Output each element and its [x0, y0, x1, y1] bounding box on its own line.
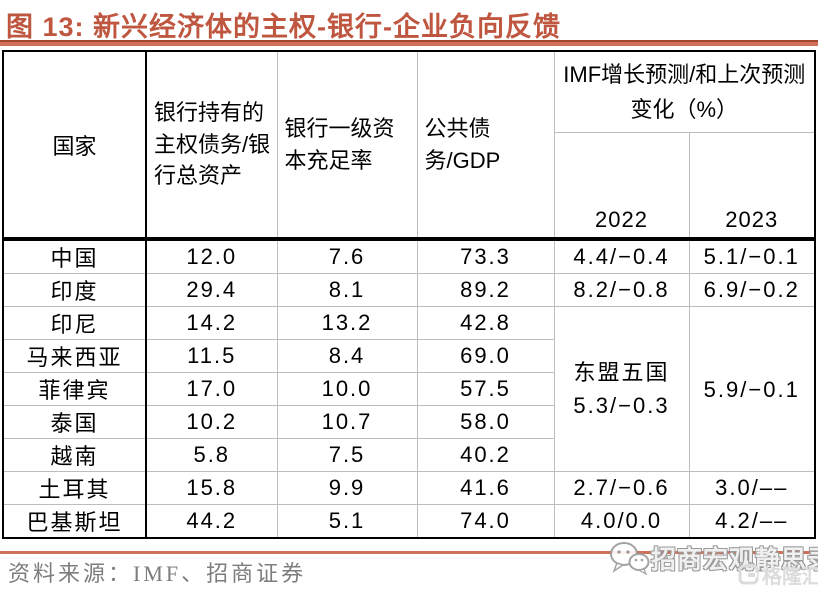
tier1-cell: 7.5: [276, 438, 418, 472]
tier1-cell: 10.7: [276, 405, 418, 439]
tier1-cell: 7.6: [276, 238, 418, 274]
table-row-thailand: 泰国 10.2 10.7 58.0: [2, 405, 815, 439]
debt-ratio-cell: 17.0: [145, 372, 278, 406]
debt-ratio-cell: 10.2: [145, 405, 278, 439]
header-bank-sovereign-debt: 银行持有的主权债务/银行总资产: [145, 50, 278, 241]
debt-gdp-cell: 57.5: [416, 372, 555, 406]
forecast-2022-cell: 4.0/0.0: [553, 504, 690, 539]
debt-ratio-cell: 11.5: [145, 339, 278, 373]
tier1-cell: 9.9: [276, 471, 418, 505]
country-cell: 越南: [2, 438, 147, 472]
debt-gdp-cell: 42.8: [416, 306, 555, 340]
header-year-2023: 2023: [688, 131, 816, 241]
debt-ratio-cell: 14.2: [145, 306, 278, 340]
header-tier1-capital: 银行一级资本充足率: [276, 50, 418, 241]
tier1-cell: 5.1: [276, 504, 418, 539]
debt-gdp-cell: 73.3: [416, 238, 555, 274]
asean-forecast-2023-cell: 5.9/−0.1: [688, 306, 816, 472]
asean-forecast-2022-cell: 东盟五国 5.3/−0.3: [553, 306, 690, 472]
debt-gdp-cell: 40.2: [416, 438, 555, 472]
debt-gdp-cell: 89.2: [416, 273, 555, 307]
debt-gdp-cell: 74.0: [416, 504, 555, 539]
debt-ratio-cell: 12.0: [145, 238, 278, 274]
table-row-china: 中国 12.0 7.6 73.3 4.4/−0.4 5.1/−0.1: [2, 238, 816, 274]
forecast-2023-cell: 4.2/––: [688, 504, 816, 539]
gelonghui-logo-icon: [738, 564, 759, 585]
title-rule-divider: [0, 40, 818, 46]
debt-gdp-cell: 69.0: [416, 339, 555, 373]
sovereign-bank-table: 国家 银行持有的主权债务/银行总资产 银行一级资本充足率 公共债务/GDP IM…: [2, 50, 816, 539]
country-cell: 菲律宾: [2, 372, 147, 406]
forecast-2023-cell: 6.9/−0.2: [688, 273, 816, 307]
gelonghui-label: 格隆汇: [762, 566, 818, 588]
header-public-debt-gdp: 公共债务/GDP: [416, 50, 555, 241]
debt-ratio-cell: 29.4: [145, 273, 278, 307]
platform-watermark: 格隆汇: [738, 560, 818, 589]
tier1-cell: 10.0: [276, 372, 418, 406]
table-row-vietnam: 越南 5.8 7.5 40.2: [2, 438, 815, 472]
header-year-2022: 2022: [553, 131, 690, 241]
country-cell: 巴基斯坦: [2, 504, 147, 539]
header-row-years: 2022 2023: [3, 131, 816, 241]
wechat-icon: [608, 541, 650, 582]
tier1-cell: 13.2: [276, 306, 418, 340]
header-imf-forecast-group: IMF增长预测/和上次预测变化（%）: [553, 50, 816, 133]
forecast-2023-cell: 5.1/−0.1: [688, 238, 816, 274]
table-row-indonesia: 印尼 14.2 13.2 42.8 东盟五国 5.3/−0.3 5.9/−0.1: [2, 306, 816, 472]
country-cell: 泰国: [2, 405, 147, 439]
header-row-main: 国家 银行持有的主权债务/银行总资产 银行一级资本充足率 公共债务/GDP IM…: [2, 50, 816, 241]
debt-gdp-cell: 41.6: [416, 471, 555, 505]
asean-label: 东盟五国: [573, 360, 670, 385]
debt-ratio-cell: 5.8: [145, 438, 278, 472]
asean-2022-value: 5.3/−0.3: [573, 393, 670, 418]
tier1-cell: 8.4: [276, 339, 418, 373]
forecast-2022-cell: 2.7/−0.6: [553, 471, 690, 505]
source-note: 资料来源：IMF、招商证券: [8, 561, 307, 586]
tier1-cell: 8.1: [276, 273, 418, 307]
country-cell: 土耳其: [2, 471, 147, 505]
country-cell: 印尼: [2, 306, 147, 340]
header-country: 国家: [2, 50, 147, 241]
country-cell: 中国: [2, 238, 147, 274]
table-row-turkey: 土耳其 15.8 9.9 41.6 2.7/−0.6 3.0/––: [2, 471, 816, 505]
table-row-pakistan: 巴基斯坦 44.2 5.1 74.0 4.0/0.0 4.2/––: [2, 504, 816, 539]
debt-ratio-cell: 44.2: [145, 504, 278, 539]
debt-gdp-cell: 58.0: [416, 405, 555, 439]
bottom-rule-divider: [0, 551, 818, 554]
debt-ratio-cell: 15.8: [145, 471, 278, 505]
forecast-2023-cell: 3.0/––: [688, 471, 816, 505]
figure-title: 图 13: 新兴经济体的主权-银行-企业负向反馈: [6, 12, 562, 42]
country-cell: 马来西亚: [2, 339, 147, 373]
table-row-india: 印度 29.4 8.1 89.2 8.2/−0.8 6.9/−0.2: [2, 273, 816, 307]
forecast-2022-cell: 8.2/−0.8: [553, 273, 690, 307]
forecast-2022-cell: 4.4/−0.4: [553, 238, 690, 274]
watermark-account-name: 招商宏观静思录: [651, 546, 818, 574]
country-cell: 印度: [2, 273, 147, 307]
